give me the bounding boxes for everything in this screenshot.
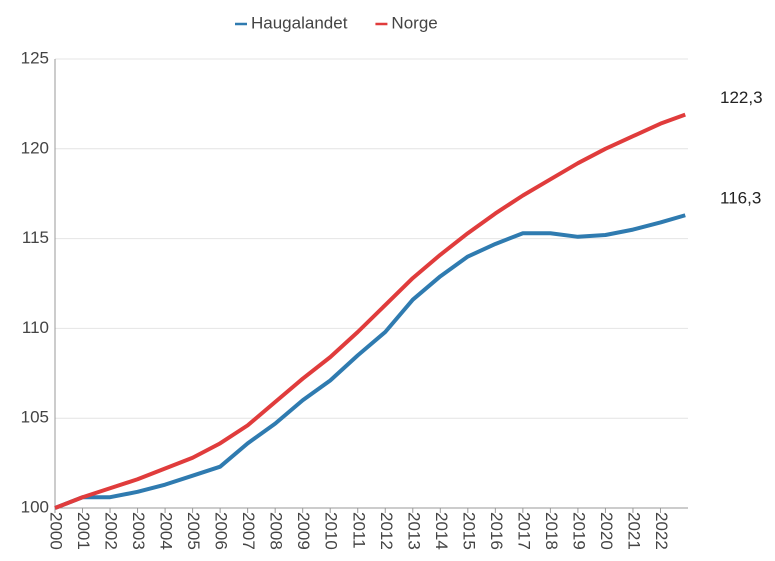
y-tick-label: 110 xyxy=(22,318,49,337)
legend-label: Haugalandet xyxy=(251,13,348,32)
x-tick-label: 2020 xyxy=(597,512,616,550)
x-tick-label: 2010 xyxy=(322,512,341,550)
x-tick-label: 2008 xyxy=(267,512,286,550)
x-tick-label: 2005 xyxy=(184,512,203,550)
x-tick-label: 2004 xyxy=(157,512,176,550)
x-tick-label: 2018 xyxy=(542,512,561,550)
x-tick-label: 2014 xyxy=(432,512,451,550)
x-tick-label: 2007 xyxy=(239,512,258,550)
y-tick-label: 120 xyxy=(21,138,49,157)
x-tick-label: 2021 xyxy=(624,512,643,550)
x-tick-label: 2003 xyxy=(129,512,148,550)
end-label: 116,3 xyxy=(720,189,761,208)
x-tick-label: 2022 xyxy=(652,512,671,550)
x-tick-label: 2001 xyxy=(74,512,93,550)
x-tick-label: 2009 xyxy=(294,512,313,550)
y-tick-label: 105 xyxy=(21,408,49,427)
x-tick-label: 2011 xyxy=(349,512,368,549)
series-line xyxy=(54,213,686,510)
x-tick-label: 2017 xyxy=(514,512,533,550)
y-tick-label: 125 xyxy=(21,48,49,67)
x-tick-label: 2016 xyxy=(487,512,506,550)
x-tick-label: 2012 xyxy=(377,512,396,550)
x-tick-label: 2019 xyxy=(569,512,588,550)
end-label: 122,3 xyxy=(720,88,763,107)
x-tick-label: 2002 xyxy=(102,512,121,550)
y-tick-label: 100 xyxy=(21,497,49,516)
x-tick-label: 2015 xyxy=(459,512,478,550)
x-tick-label: 2006 xyxy=(212,512,231,550)
x-tick-label: 2000 xyxy=(47,512,66,550)
x-tick-label: 2013 xyxy=(404,512,423,550)
legend-label: Norge xyxy=(391,13,437,32)
series-line xyxy=(54,112,686,510)
y-tick-label: 115 xyxy=(22,228,49,247)
